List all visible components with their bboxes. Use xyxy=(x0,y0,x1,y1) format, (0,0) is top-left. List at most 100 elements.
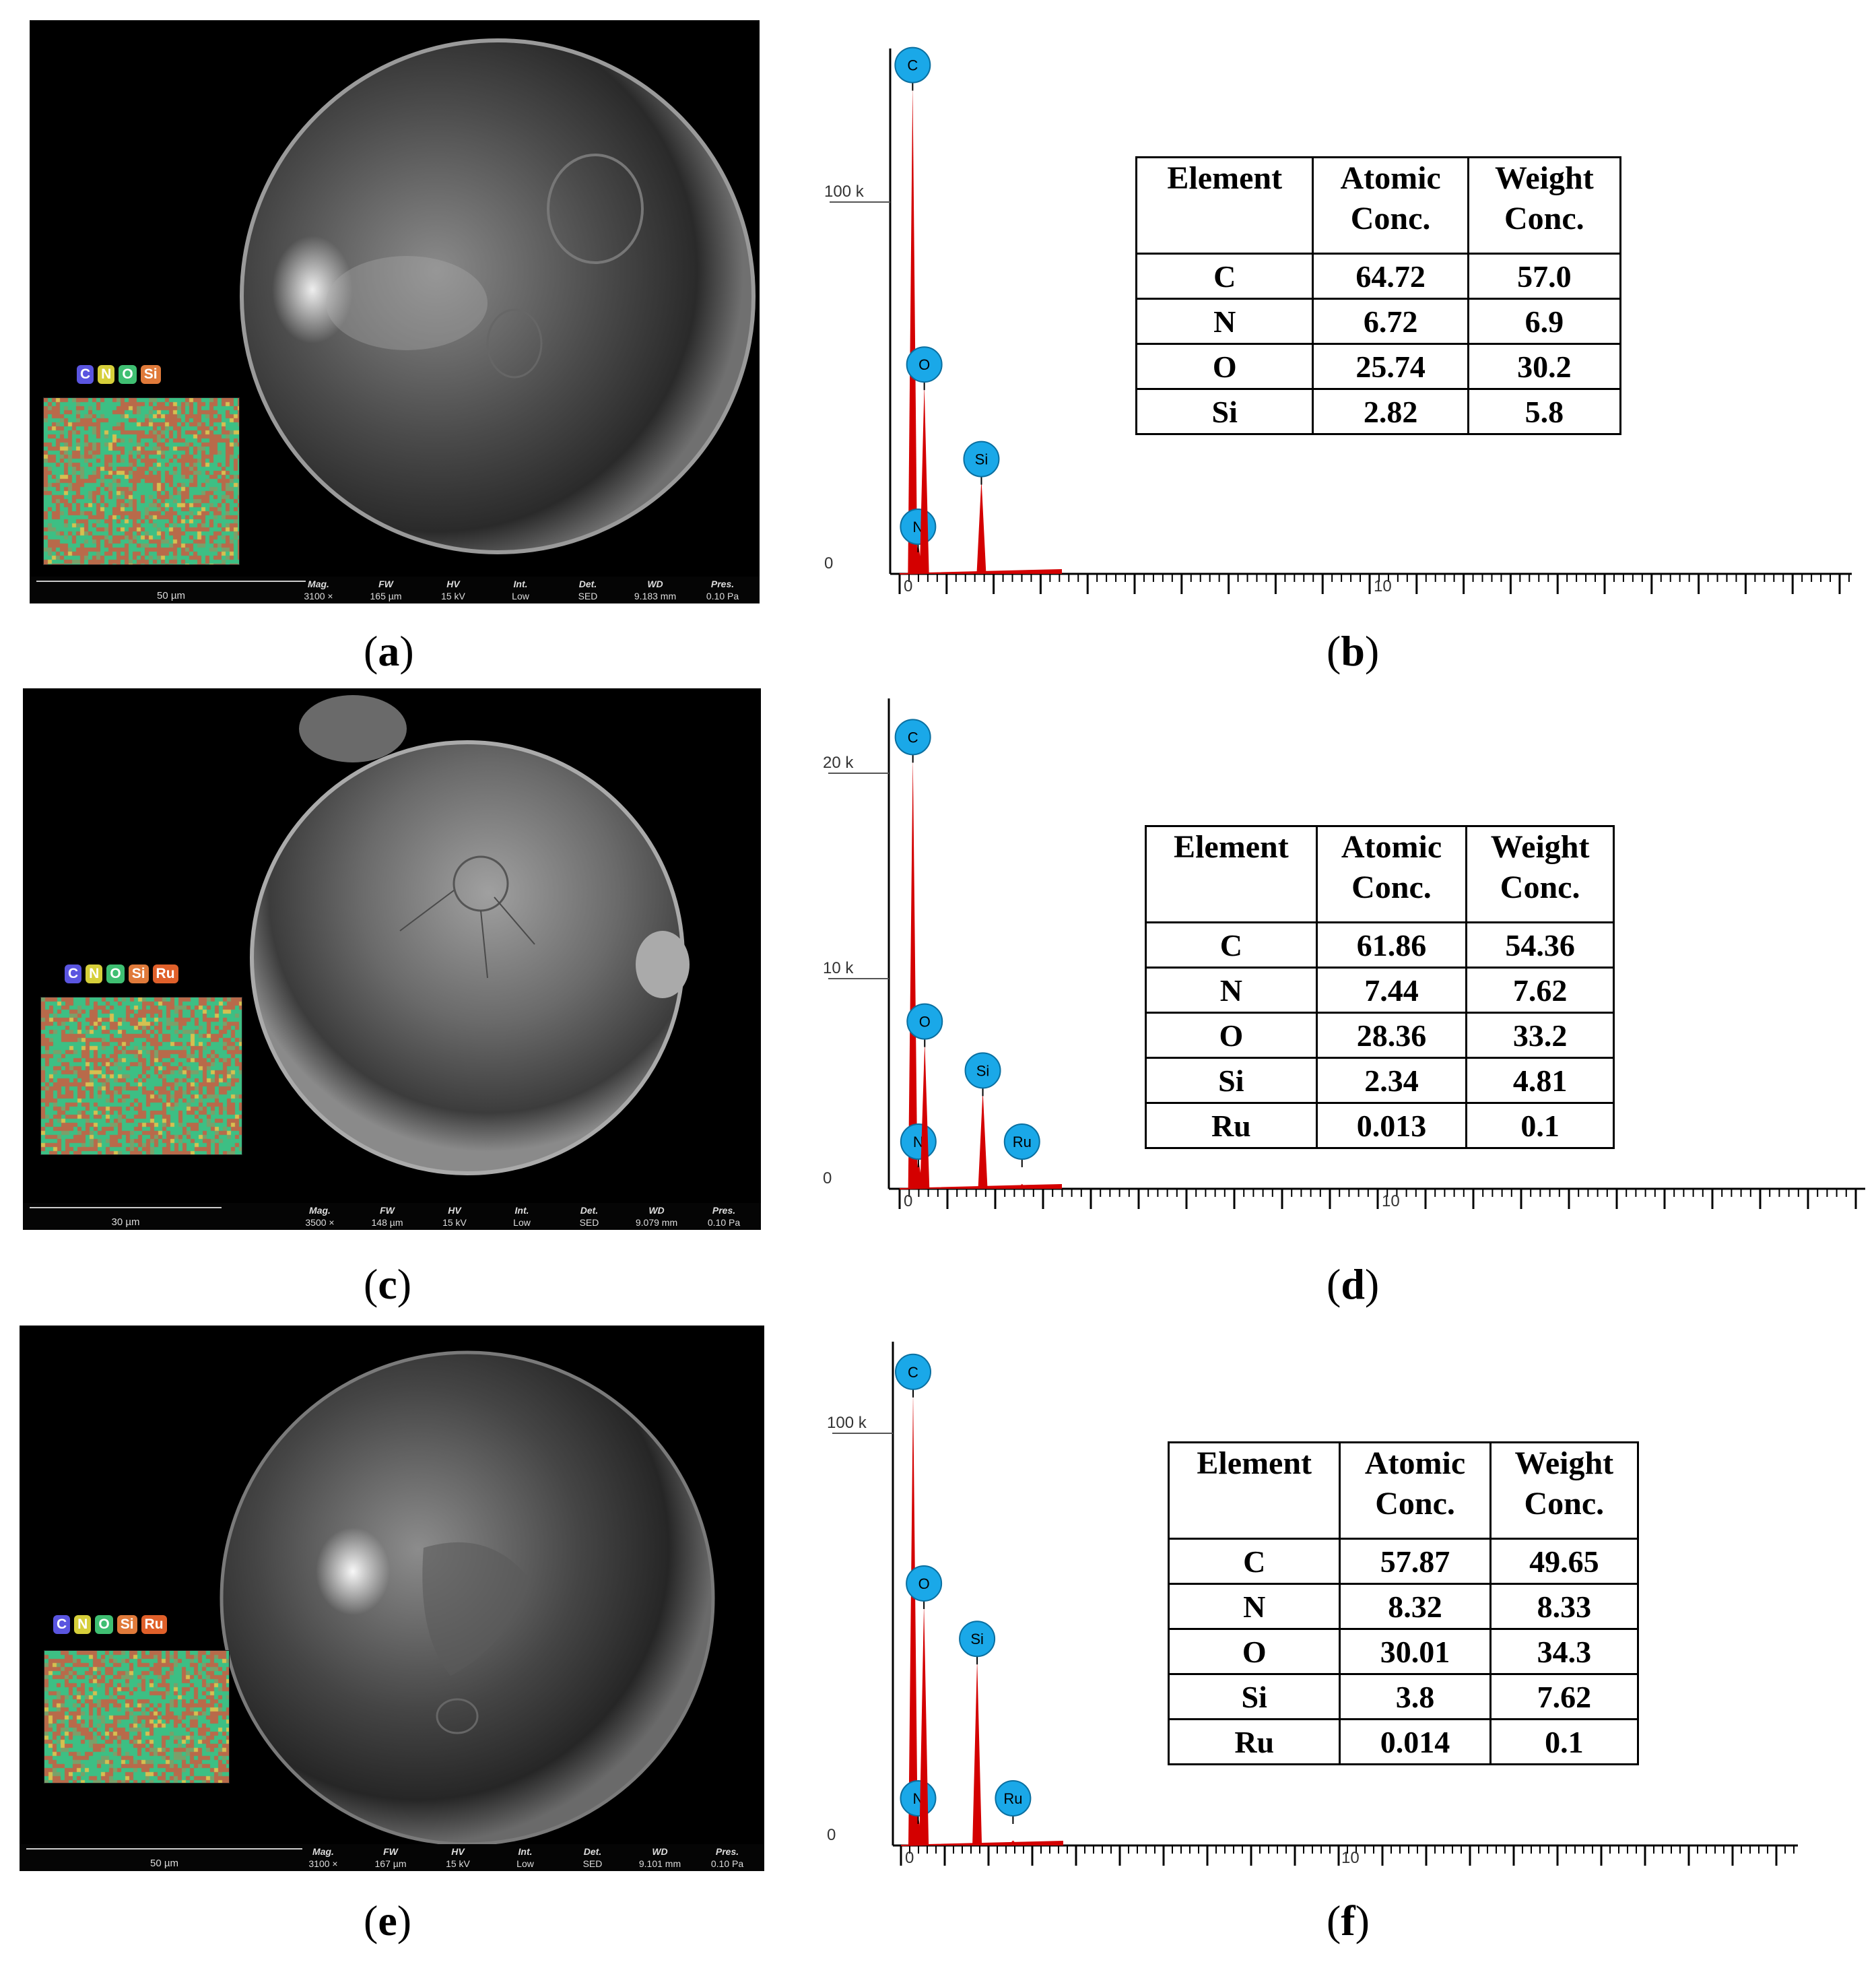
table-cell: 8.32 xyxy=(1339,1583,1492,1630)
peak-marker xyxy=(964,1052,1001,1089)
sem-meta-value: 15 kV xyxy=(446,1858,470,1869)
sem-meta-item: Pres. 0.10 Pa xyxy=(697,1845,758,1870)
table-cell: 5.8 xyxy=(1467,388,1622,435)
table-cell: N xyxy=(1167,1583,1341,1630)
sem-meta-label: Mag. xyxy=(312,1846,334,1857)
caption-f: (f) xyxy=(1327,1897,1370,1944)
sem-meta-item: Det. SED xyxy=(558,578,618,602)
table-cell: 7.62 xyxy=(1489,1673,1640,1720)
eds-map-pixels xyxy=(41,998,242,1154)
sem-meta-value: Low xyxy=(513,1217,531,1228)
peak-label: Si xyxy=(975,451,989,468)
element-chip: O xyxy=(106,964,125,983)
table-row: C 64.72 57.0 xyxy=(1135,253,1622,300)
sem-meta-label: HV xyxy=(451,1846,465,1857)
eds-map xyxy=(44,1650,230,1784)
table-cell: 2.82 xyxy=(1312,388,1469,435)
table-row: N 8.32 8.33 xyxy=(1167,1583,1640,1630)
sem-meta-item: FW 167 µm xyxy=(360,1845,421,1870)
table-cell: Si xyxy=(1145,1057,1318,1104)
sem-meta-label: Pres. xyxy=(712,1205,736,1216)
eds-table-b: Element Atomic Conc. Weight Conc. C 64.72 57.0 N… xyxy=(1135,156,1622,435)
element-chip: N xyxy=(98,365,115,384)
sem-meta-label: HV xyxy=(446,579,460,589)
peak-label: O xyxy=(919,1014,931,1031)
peak-marker xyxy=(894,46,931,84)
table-cell: N xyxy=(1145,967,1318,1014)
sem-meta-value: 15 kV xyxy=(441,591,465,601)
peak-marker xyxy=(894,719,931,756)
sem-meta-item: WD 9.101 mm xyxy=(630,1845,690,1870)
header-word: Conc. xyxy=(1350,201,1431,236)
eds-spectrum-f: 100 k 0 0 10 C N O Si Ru xyxy=(801,1340,1805,1872)
table-row: O 28.36 33.2 xyxy=(1145,1012,1615,1059)
peak-label: Ru xyxy=(1013,1134,1032,1150)
spectrum-peak xyxy=(920,1041,930,1189)
peak-label: O xyxy=(918,1575,930,1592)
element-chip: O xyxy=(95,1615,113,1634)
element-chip: Ru xyxy=(141,1615,167,1634)
caption-b: (b) xyxy=(1327,627,1380,675)
sem-meta-value: 9.183 mm xyxy=(634,591,677,601)
sem-meta-item: Mag. 3500 × xyxy=(290,1204,350,1229)
scale-bar xyxy=(30,1207,222,1208)
y-tick-label: 0 xyxy=(827,1826,836,1844)
sem-meta-item: Int. Low xyxy=(492,1204,552,1229)
table-cell: O xyxy=(1167,1628,1341,1675)
table-cell: 54.36 xyxy=(1465,921,1615,969)
table-cell: 3.8 xyxy=(1339,1673,1492,1720)
eds-map xyxy=(40,997,242,1155)
eds-map-pixels xyxy=(44,398,239,564)
caption-c: (c) xyxy=(364,1260,412,1308)
sem-meta-label: Pres. xyxy=(715,1846,739,1857)
table-header-cell: Atomic Conc. xyxy=(1339,1441,1492,1540)
sem-micrograph-sphere xyxy=(240,38,756,554)
table-row: C 57.87 49.65 xyxy=(1167,1538,1640,1585)
sem-meta-value: 3100 × xyxy=(304,591,333,601)
spectrum-peak xyxy=(1008,1840,1018,1845)
y-tick-label: 10 k xyxy=(823,959,854,977)
table-row: Ru 0.013 0.1 xyxy=(1145,1102,1615,1149)
scale-bar xyxy=(26,1848,302,1850)
sem-image-a: C N O Si 50 µm Mag. 3100 × FW 165 µm HV 15 kV Int… xyxy=(30,20,760,603)
sem-meta-value: 148 µm xyxy=(371,1217,403,1228)
element-chip: C xyxy=(65,964,82,983)
table-cell: C xyxy=(1167,1538,1341,1585)
peak-label: C xyxy=(907,57,918,74)
element-chip: Ru xyxy=(152,964,178,983)
caption-e: (e) xyxy=(364,1897,412,1944)
table-row: Ru 0.014 0.1 xyxy=(1167,1718,1640,1765)
sem-meta-item: Int. Low xyxy=(490,578,551,602)
header-word: Weight xyxy=(1514,1445,1614,1481)
scale-bar xyxy=(36,581,306,582)
spectrum-peak xyxy=(919,1603,929,1845)
header-word: Weight xyxy=(1490,829,1590,865)
peak-marker xyxy=(906,1003,943,1040)
spectrum-peak xyxy=(919,385,929,574)
table-row: N 7.44 7.62 xyxy=(1145,967,1615,1014)
element-chip: Si xyxy=(140,365,161,384)
table-header-row: Element Atomic Conc. Weight Conc. xyxy=(1167,1441,1640,1540)
sem-meta-label: FW xyxy=(380,1205,395,1216)
table-cell: Ru xyxy=(1145,1102,1318,1149)
header-word: Element xyxy=(1174,829,1289,865)
sem-meta-value: 0.10 Pa xyxy=(706,591,739,601)
peak-marker xyxy=(963,440,1000,478)
header-word: Atomic xyxy=(1364,1445,1466,1481)
peak-marker xyxy=(995,1780,1032,1817)
table-header-cell: Weight Conc. xyxy=(1467,156,1622,255)
y-tick-label: 0 xyxy=(823,1169,832,1187)
sem-meta-item: Int. Low xyxy=(495,1845,556,1870)
sem-meta-label: Pres. xyxy=(710,579,735,589)
sem-meta-label: WD xyxy=(652,1846,668,1857)
peak-label: O xyxy=(918,356,930,373)
header-word: Weight xyxy=(1495,160,1594,196)
sem-meta-item: Pres. 0.10 Pa xyxy=(692,578,753,602)
table-cell: 8.33 xyxy=(1489,1583,1640,1630)
sem-meta-value: SED xyxy=(578,591,598,601)
table-cell: C xyxy=(1135,253,1314,300)
header-word: Atomic xyxy=(1340,160,1441,196)
